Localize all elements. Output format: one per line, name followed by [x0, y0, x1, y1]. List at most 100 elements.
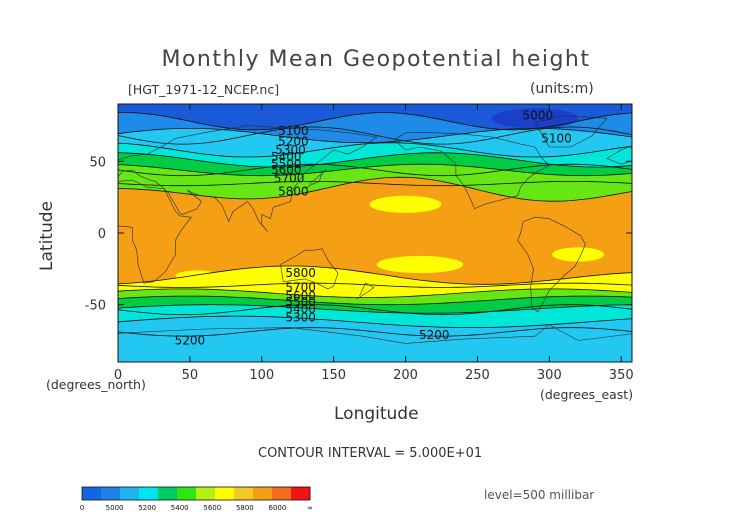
colorbar-swatch: [139, 487, 159, 500]
x-tick-label: 100: [249, 368, 274, 383]
contour-line: [118, 304, 632, 314]
colorbar-swatch: [215, 487, 235, 500]
x-tick-label: 300: [537, 368, 562, 383]
colorbar-label: ∞: [307, 504, 313, 512]
units-label: (units:m): [530, 81, 594, 97]
contour-line: [118, 163, 632, 177]
contour-label: 5200: [278, 134, 309, 148]
x-axis-label: Longitude: [334, 404, 419, 424]
x-tick-label: 350: [609, 368, 634, 383]
colorbar-label: 5400: [171, 504, 189, 512]
contour-band: [118, 112, 632, 143]
colorbar-swatch: [158, 487, 178, 500]
x-tick-label: 200: [393, 368, 418, 383]
colorbar-swatch: [82, 487, 102, 500]
low-center: [491, 108, 579, 129]
y-tick-label: 0: [98, 227, 106, 242]
contour-labels: 5000510051005200530054005500560057005800…: [175, 108, 572, 347]
contour-line-layer: [118, 112, 632, 337]
contour-label: 5700: [274, 172, 305, 186]
coastline: [118, 125, 378, 232]
contour-band: [118, 316, 632, 362]
coastline: [356, 282, 375, 300]
contour-label: 5700: [285, 280, 316, 294]
coastline: [304, 169, 327, 189]
contour-label: 5300: [285, 311, 316, 325]
colorbar-swatch: [253, 487, 273, 500]
contour-pocket: [376, 255, 464, 274]
colorbar-swatch: [272, 487, 292, 500]
coastline: [280, 248, 339, 290]
contour-label: 5200: [419, 328, 450, 342]
x-tick-label: 0: [114, 368, 122, 383]
colorbar-label: 5600: [203, 504, 221, 512]
colorbar-swatch: [101, 487, 121, 500]
colorbar-swatch: [234, 487, 254, 500]
contour-line: [118, 282, 632, 288]
colorbar-frame: [81, 486, 311, 501]
colorbar-label: 5200: [138, 504, 156, 512]
chart-title: Monthly Mean Geopotential height: [161, 47, 591, 72]
contour-band: [118, 177, 632, 285]
contour-label: 5200: [175, 334, 206, 348]
axis-ticks: 0 50 100 150 200 250 300 350 50 0 -50: [85, 104, 634, 383]
y-tick-label: 50: [89, 155, 106, 170]
contour-label: 5600: [271, 163, 302, 177]
x-units-label: (degrees_east): [540, 387, 634, 402]
colorbar-swatch: [120, 487, 140, 500]
contour-line: [118, 304, 632, 316]
contour-label: 5400: [271, 150, 302, 164]
y-units-label: (degrees_north): [46, 377, 146, 392]
coastline: [393, 132, 550, 209]
coastline: [517, 216, 586, 313]
contour-band: [118, 164, 632, 202]
x-tick-label: 50: [182, 368, 199, 383]
colorbar: 0 5000 5200 5400 5600 5800 6000 ∞: [80, 486, 313, 512]
contour-label: 5100: [541, 131, 572, 145]
contour-line: [118, 142, 632, 158]
colorbar-label: 6000: [269, 504, 287, 512]
contour-line: [118, 128, 632, 144]
contour-line: [118, 327, 632, 337]
contour-line: [118, 152, 632, 168]
contour-label: 5100: [278, 124, 309, 138]
contour-band: [118, 266, 632, 298]
colorbar-swatch: [291, 487, 311, 500]
contour-line: [118, 163, 632, 177]
contour-line: [118, 295, 632, 306]
contour-band: [118, 288, 632, 305]
coastline: [534, 115, 608, 148]
contour-label: 5500: [285, 295, 316, 309]
contour-label: 5800: [285, 266, 316, 280]
contour-label: 5500: [271, 157, 302, 171]
contour-line: [118, 265, 632, 285]
contour-label: 5300: [275, 143, 306, 157]
x-tick-label: 150: [321, 368, 346, 383]
coastline: [118, 324, 632, 344]
file-label: [HGT_1971-12_NCEP.nc]: [128, 82, 280, 97]
y-tick-label: -50: [85, 299, 106, 314]
contour-pocket: [552, 247, 604, 262]
colorbar-label: 5800: [236, 504, 254, 512]
level-text: level=500 millibar: [484, 488, 595, 502]
colorbar-swatch: [196, 487, 216, 500]
contour-band: [118, 142, 632, 168]
contour-interval-text: CONTOUR INTERVAL = 5.000E+01: [258, 446, 483, 461]
contour-pocket: [175, 270, 219, 282]
contour-label: 5800: [278, 184, 309, 198]
coastline: [606, 146, 632, 165]
contour-line: [118, 126, 632, 145]
colorbar-label: 0: [80, 504, 84, 512]
colorbar-label: 5000: [106, 504, 124, 512]
contour-label: 5400: [285, 302, 316, 316]
contour-pocket: [369, 195, 442, 213]
contour-line: [118, 112, 632, 131]
contour-label: 5600: [285, 289, 316, 303]
contour-label: 5000: [523, 108, 554, 122]
contour-line: [118, 288, 632, 298]
coastline: [118, 179, 192, 284]
coastline-layer: [118, 115, 632, 344]
contour-band: [118, 304, 632, 328]
colorbar-swatch: [177, 487, 197, 500]
